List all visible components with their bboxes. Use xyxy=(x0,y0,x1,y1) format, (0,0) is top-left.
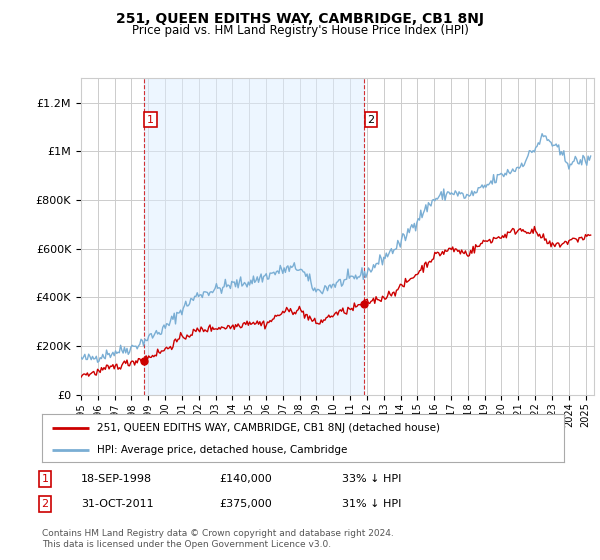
Text: 251, QUEEN EDITHS WAY, CAMBRIDGE, CB1 8NJ (detached house): 251, QUEEN EDITHS WAY, CAMBRIDGE, CB1 8N… xyxy=(97,423,440,433)
Text: 2: 2 xyxy=(41,499,49,509)
Text: 1: 1 xyxy=(147,115,154,124)
Text: 1: 1 xyxy=(41,474,49,484)
Text: HPI: Average price, detached house, Cambridge: HPI: Average price, detached house, Camb… xyxy=(97,445,347,455)
Text: 33% ↓ HPI: 33% ↓ HPI xyxy=(342,474,401,484)
Text: 31% ↓ HPI: 31% ↓ HPI xyxy=(342,499,401,509)
Text: Contains HM Land Registry data © Crown copyright and database right 2024.
This d: Contains HM Land Registry data © Crown c… xyxy=(42,529,394,549)
Bar xyxy=(143,78,364,395)
Text: 31-OCT-2011: 31-OCT-2011 xyxy=(81,499,154,509)
Text: £375,000: £375,000 xyxy=(219,499,272,509)
Text: 2: 2 xyxy=(367,115,374,124)
Text: £140,000: £140,000 xyxy=(219,474,272,484)
Text: Price paid vs. HM Land Registry's House Price Index (HPI): Price paid vs. HM Land Registry's House … xyxy=(131,24,469,36)
Text: 18-SEP-1998: 18-SEP-1998 xyxy=(81,474,152,484)
Text: 251, QUEEN EDITHS WAY, CAMBRIDGE, CB1 8NJ: 251, QUEEN EDITHS WAY, CAMBRIDGE, CB1 8N… xyxy=(116,12,484,26)
